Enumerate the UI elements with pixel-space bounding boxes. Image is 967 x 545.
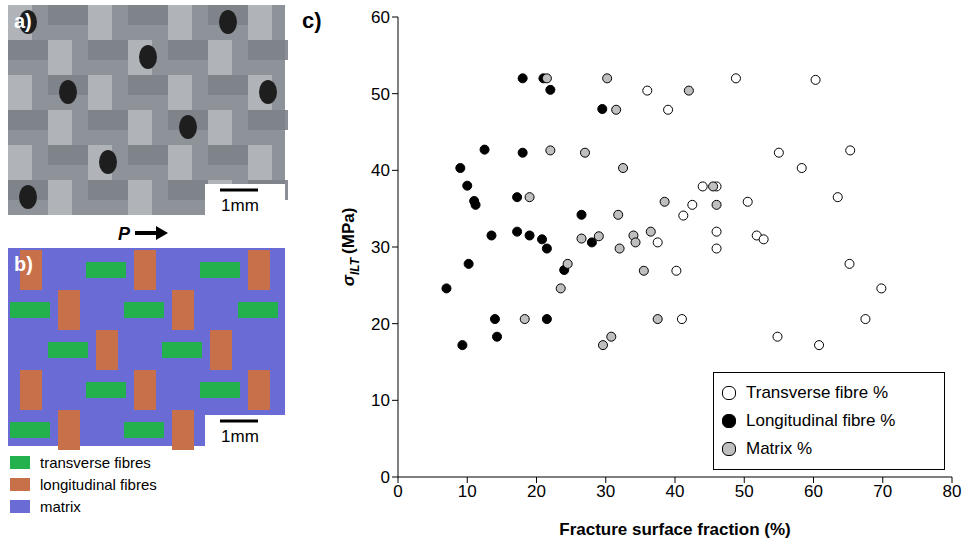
svg-text:60: 60 [371,8,390,27]
html-text:Transverse fibre %: Transverse fibre % [746,383,888,402]
svg-text:20: 20 [527,482,546,501]
html-text:Matrix %: Matrix % [746,439,813,458]
svg-text:80: 80 [943,482,962,501]
svg-text:P: P [118,224,131,244]
svg-text:1mm: 1mm [221,196,259,215]
svg-text:70: 70 [873,482,892,501]
svg-text:30: 30 [371,238,390,257]
svg-text:longitudinal fibres: longitudinal fibres [40,476,157,493]
svg-text:10: 10 [371,391,390,410]
svg-text:0: 0 [381,468,390,487]
svg-text:50: 50 [371,85,390,104]
svg-text:40: 40 [666,482,685,501]
svg-text:1mm: 1mm [221,427,259,446]
svg-text:transverse fibres: transverse fibres [40,454,151,471]
svg-text:50: 50 [735,482,754,501]
html-text:c): c) [302,8,322,33]
svg-text:40: 40 [371,161,390,180]
svg-text:matrix: matrix [40,498,81,515]
svg-text:σILT(MPa): σILT(MPa) [339,208,362,287]
svg-text:Fracture surface fraction (%): Fracture surface fraction (%) [559,520,790,539]
svg-text:60: 60 [804,482,823,501]
svg-text:20: 20 [371,315,390,334]
html-text:Longitudinal fibre %: Longitudinal fibre % [746,411,896,430]
svg-text:0: 0 [393,482,402,501]
svg-text:b): b) [14,253,33,275]
svg-text:30: 30 [596,482,615,501]
svg-text:a): a) [14,10,32,32]
svg-text:10: 10 [458,482,477,501]
